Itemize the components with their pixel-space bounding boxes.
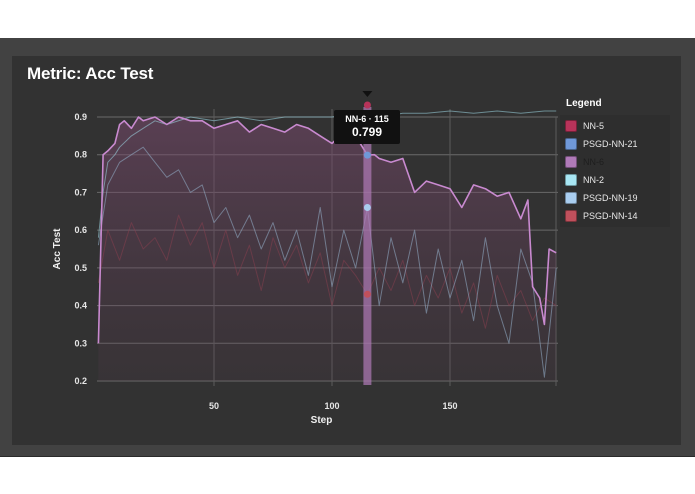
y-tick-label: 0.8 [74,150,87,160]
page-title: Metric: Acc Test [27,64,154,83]
line-chart[interactable]: 0.2 0.3 0.4 0.5 0.6 0.7 0.8 0.9 50 100 150 Step Acc … [12,56,681,445]
y-tick-label: 0.9 [74,112,87,122]
series-line-nn-6[interactable] [97,116,557,344]
legend-label: NN-5 [583,121,605,131]
y-tick-label: 0.7 [74,187,87,197]
legend-list: NN-5 PSGD-NN-21 NN-6 NN-2 PSGD-NN-19 PSGD-NN-… [560,115,670,227]
legend-item-psgd-nn-19[interactable]: PSGD-NN-19 [560,189,670,207]
hover-marker-nn-5 [363,290,371,298]
legend-label: PSGD-NN-21 [583,139,638,149]
legend-item-psgd-nn-21[interactable]: PSGD-NN-21 [560,135,670,153]
y-tick-label: 0.6 [74,225,87,235]
legend: Legend NN-5 PSGD-NN-21 NN-6 NN-2 PSGD-NN-19 P… [560,98,670,227]
series-line-psgd-nn-19[interactable] [97,146,557,378]
legend-title: Legend [566,98,602,109]
area-fill [98,117,557,381]
hover-marker-psgd-nn-21 [363,204,371,212]
x-tick-label: 100 [324,401,339,411]
x-tick-label: 50 [209,401,219,411]
y-tick-label: 0.4 [74,301,87,311]
tooltip-value: 0.799 [351,125,383,139]
legend-label: NN-2 [583,175,605,185]
y-tick-label: 0.5 [74,263,87,273]
y-tick-label: 0.3 [74,338,87,348]
legend-label: NN-6 [583,157,605,167]
hover-marker-top [363,101,371,109]
legend-label: PSGD-NN-14 [583,211,638,221]
chart-panel: Metric: Acc Test 0.2 0.3 0.4 0.5 0.6 0.7 0.8 0.… [12,56,681,445]
legend-item-psgd-nn-14[interactable]: PSGD-NN-14 [560,207,670,225]
hover-tooltip: NN-6 · 115 0.799 [334,110,400,144]
legend-swatch [565,210,577,222]
series-line-nn-2[interactable] [97,110,557,238]
x-axis-label: Step [311,415,333,426]
x-tick-label: 150 [442,401,457,411]
legend-swatch [565,174,577,186]
legend-swatch [565,156,577,168]
hover-highlight-bar [363,107,372,385]
legend-swatch [565,138,577,150]
legend-item-nn-5[interactable]: NN-5 [560,117,670,135]
legend-item-nn-2[interactable]: NN-2 [560,171,670,189]
legend-item-nn-6[interactable]: NN-6 [560,153,670,171]
y-tick-label: 0.2 [74,376,87,386]
legend-swatch [565,120,577,132]
tooltip-pointer [362,91,373,97]
hover-marker-nn-6 [363,151,371,159]
y-axis-label: Acc Test [52,228,63,270]
dashboard-frame: Metric: Acc Test 0.2 0.3 0.4 0.5 0.6 0.7 0.8 0.… [0,38,695,457]
series-line-psgd-nn-14[interactable] [97,214,557,329]
legend-label: PSGD-NN-19 [583,193,638,203]
legend-swatch [565,192,577,204]
tooltip-header: NN-6 · 115 [345,114,389,124]
